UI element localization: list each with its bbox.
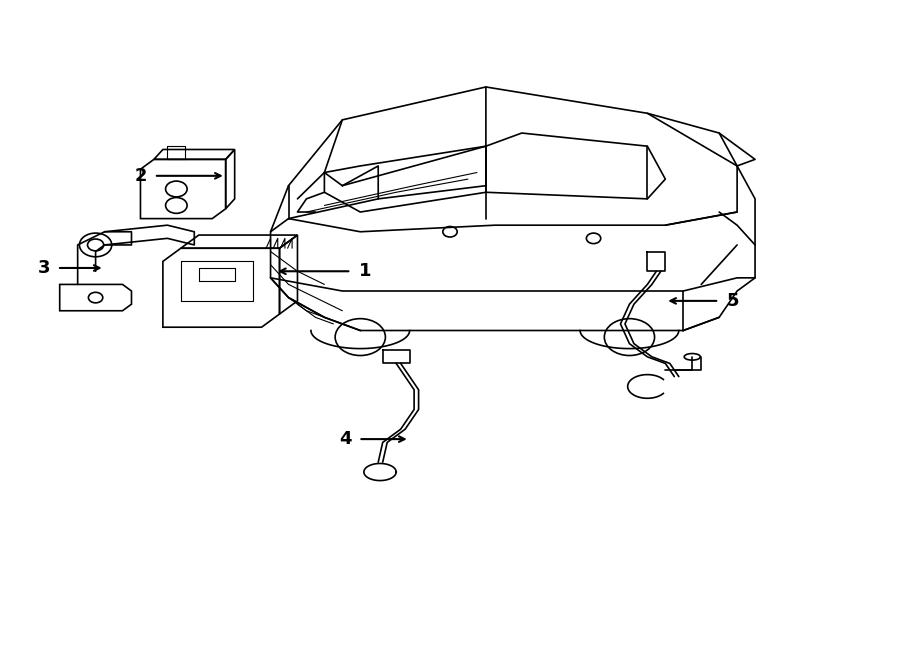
Text: 3: 3 <box>38 259 50 277</box>
Text: 5: 5 <box>726 292 739 310</box>
Text: 4: 4 <box>338 430 351 448</box>
Text: 2: 2 <box>134 167 147 185</box>
Text: 1: 1 <box>358 262 371 280</box>
